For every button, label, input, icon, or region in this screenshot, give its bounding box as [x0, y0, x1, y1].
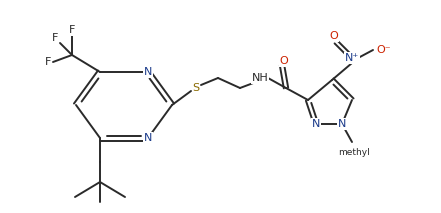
- Text: O: O: [329, 31, 338, 41]
- Text: F: F: [45, 57, 51, 67]
- Text: F: F: [52, 33, 58, 43]
- Text: O: O: [280, 56, 288, 66]
- Text: O⁻: O⁻: [377, 45, 391, 55]
- Text: NH: NH: [252, 73, 269, 83]
- Text: F: F: [69, 25, 75, 35]
- Text: S: S: [192, 83, 200, 93]
- Text: N: N: [312, 119, 320, 129]
- Text: N: N: [144, 67, 152, 77]
- Text: methyl: methyl: [338, 148, 370, 157]
- Text: N: N: [144, 133, 152, 143]
- Text: N⁺: N⁺: [345, 53, 359, 63]
- Text: N: N: [338, 119, 346, 129]
